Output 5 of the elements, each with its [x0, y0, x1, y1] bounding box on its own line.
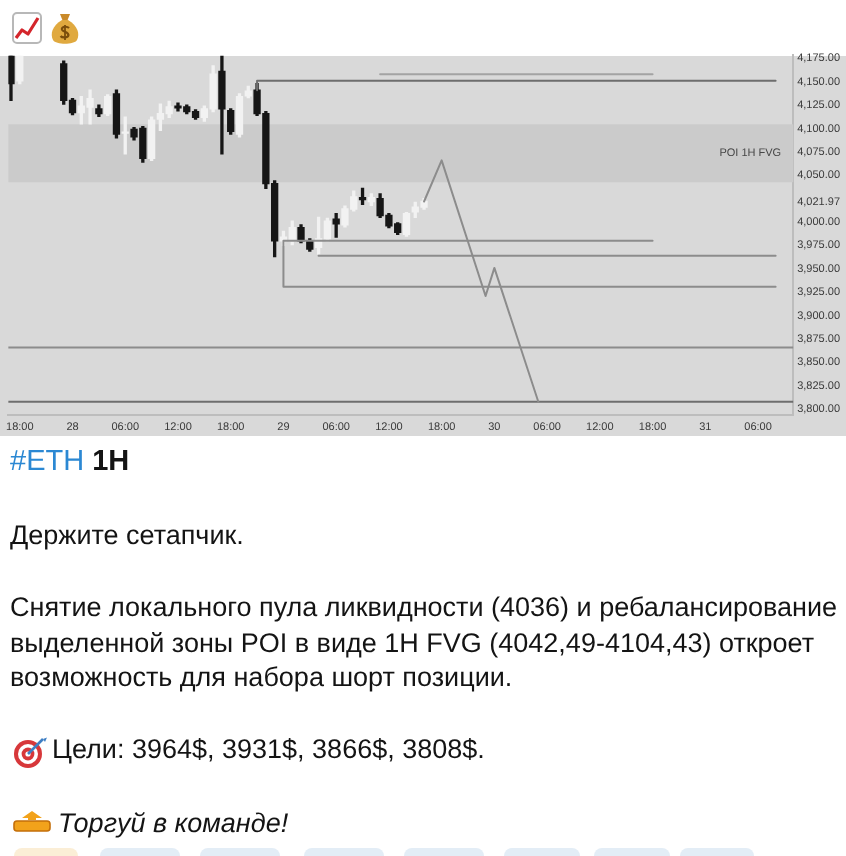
text: Снятие локального пула ликвидности (4036) и ребалансирование выделенной зоны POI в виде 1H FVG (4042,49-4104,43) откроет возможность для набора шорт позиции. — [10, 590, 838, 697]
text: #ETH 1H — [10, 446, 130, 478]
text: Торгуй в команде! — [58, 806, 291, 842]
text: Держите сетапчик. — [10, 518, 246, 554]
text: Цели: 3964$, 3931$, 3866$, 3808$. — [52, 732, 487, 768]
